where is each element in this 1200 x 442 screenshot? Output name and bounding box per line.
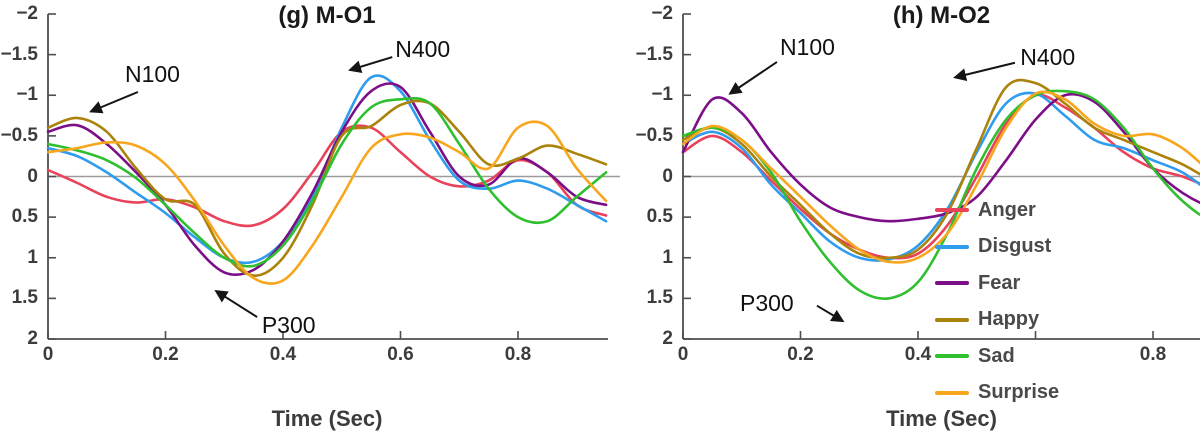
y-tick-label: 1.5 xyxy=(646,287,673,309)
y-tick-label: −1 xyxy=(651,84,673,106)
annotation-n400-right: N400 xyxy=(1020,44,1076,71)
y-tick-label: 0.5 xyxy=(646,206,673,228)
legend-line-swatch xyxy=(935,244,969,249)
annotation-p300-right: P300 xyxy=(739,290,794,317)
legend-label: Happy xyxy=(978,308,1040,330)
series-line-surprise xyxy=(46,120,608,285)
x-tick-label: 0 xyxy=(677,344,689,365)
y-tick-label: −0.5 xyxy=(635,124,673,146)
annotation-arrow xyxy=(89,91,139,114)
annotation-arrow xyxy=(953,61,1016,82)
chart-title-m-o2: (h) M-O2 xyxy=(892,2,991,29)
legend-item-anger: Anger xyxy=(935,197,1036,223)
x-axis-label-right: Time (Sec) xyxy=(886,406,997,431)
annotation-n400-left: N400 xyxy=(395,35,451,62)
chart-m-o1: (g) M-O1 N100 N400 P300 Time (Sec) −2 −1.… xyxy=(0,2,620,431)
y-tick-label: 1.5 xyxy=(11,287,38,309)
x-tick-label: 0.2 xyxy=(152,344,179,365)
annotation-p300-left: P300 xyxy=(261,312,316,339)
series-line-sad xyxy=(681,89,1200,300)
annotation-arrow xyxy=(816,304,845,323)
chart-title-m-o1: (g) M-O1 xyxy=(278,2,376,29)
chart-m-o2: (h) M-O2 N100 N400 P300 Time (Sec) −2 −1.… xyxy=(635,0,1200,442)
y-tick-label: 1 xyxy=(27,246,38,268)
series-line-happy xyxy=(46,99,608,277)
legend: Anger Disgust Fear Happy Sad Surprise xyxy=(935,0,1145,442)
legend-line-swatch xyxy=(935,390,969,395)
y-tick-label: 1 xyxy=(662,246,673,268)
legend-item-fear: Fear xyxy=(935,270,1020,296)
series-line-surprise xyxy=(681,90,1200,264)
x-tick-label: 0.4 xyxy=(904,344,932,365)
legend-label: Sad xyxy=(978,344,1015,367)
legend-line-swatch xyxy=(935,208,969,212)
x-tick-label: 0 xyxy=(42,344,54,365)
chart-m-o2-canvas xyxy=(681,13,1200,340)
series-line-fear xyxy=(46,82,608,277)
legend-label: Anger xyxy=(978,198,1036,221)
series-line-sad xyxy=(46,96,608,268)
legend-label: Disgust xyxy=(978,235,1052,257)
legend-line-swatch xyxy=(935,281,969,285)
x-tick-label: 0.6 xyxy=(387,344,414,365)
legend-line-swatch xyxy=(935,354,969,358)
legend-item-surprise: Surprise xyxy=(935,380,1059,406)
x-tick-label: 0.8 xyxy=(504,344,532,365)
annotation-arrow xyxy=(728,61,778,95)
y-tick-label: −1.5 xyxy=(635,43,673,65)
legend-line-swatch xyxy=(935,317,969,322)
y-tick-label: 0.5 xyxy=(11,206,38,228)
x-tick-label: 0.4 xyxy=(269,344,297,365)
legend-item-happy: Happy xyxy=(935,307,1039,333)
y-tick-label: 0 xyxy=(662,165,673,187)
y-tick-label: −2 xyxy=(651,3,673,24)
x-tick-label: 0.8 xyxy=(1139,344,1167,365)
legend-label: Fear xyxy=(978,271,1021,294)
annotation-arrow xyxy=(348,56,393,74)
chart-m-o1-canvas xyxy=(46,13,620,340)
y-tick-label: 0 xyxy=(27,165,38,187)
y-tick-label: −1 xyxy=(16,84,38,106)
legend-item-sad: Sad xyxy=(935,343,1015,369)
y-tick-label: −2 xyxy=(16,3,38,24)
y-tick-label: 2 xyxy=(27,328,38,349)
annotation-arrow xyxy=(214,290,258,318)
x-axis-label-left: Time (Sec) xyxy=(271,406,383,431)
legend-item-disgust: Disgust xyxy=(935,234,1051,260)
annotation-n100-right: N100 xyxy=(779,33,835,60)
x-tick-label: 0.2 xyxy=(787,344,814,365)
legend-label: Surprise xyxy=(978,381,1060,403)
y-tick-label: −1.5 xyxy=(0,43,38,65)
annotation-n100-left: N100 xyxy=(124,61,180,88)
y-tick-label: −0.5 xyxy=(0,124,38,146)
y-tick-label: 2 xyxy=(662,328,673,349)
